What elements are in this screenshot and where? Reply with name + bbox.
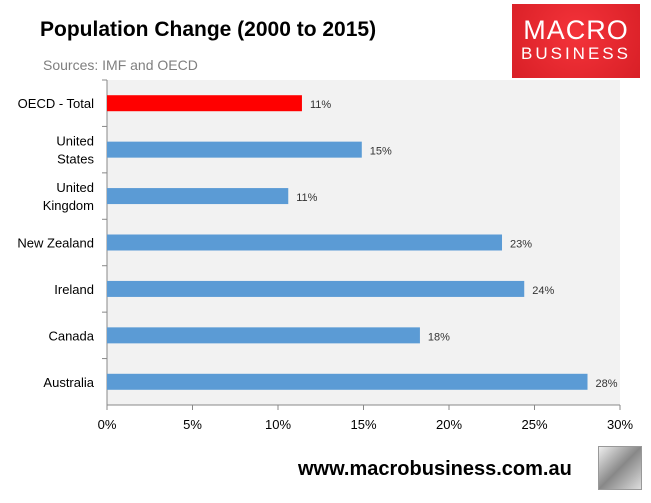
category-label: Canada [48, 328, 94, 343]
data-label: 11% [310, 99, 331, 111]
x-tick-label: 20% [436, 417, 462, 432]
data-label: 23% [510, 239, 532, 251]
category-label: Ireland [54, 282, 94, 297]
bar-australia [107, 373, 588, 390]
data-label: 24% [532, 285, 554, 297]
data-label: 28% [596, 378, 618, 390]
bar-united-states [107, 141, 362, 158]
category-label: United Kingdom [43, 180, 94, 213]
chart-title: Population Change (2000 to 2015) [40, 18, 377, 41]
bar-new-zealand [107, 234, 503, 251]
category-label: United States [56, 134, 94, 167]
bar-ireland [107, 280, 525, 297]
x-tick-label: 5% [183, 417, 202, 432]
bar-oecd---total [107, 95, 302, 112]
wolf-logo-icon [598, 446, 642, 490]
x-tick-label: 10% [265, 417, 291, 432]
data-label: 11% [296, 192, 317, 204]
category-label: New Zealand [17, 236, 94, 251]
category-label: OECD - Total [18, 96, 94, 111]
website-url: www.macrobusiness.com.au [298, 458, 572, 480]
logo-line1: MACRO [523, 15, 629, 45]
data-label: 15% [370, 146, 392, 158]
bar-canada [107, 327, 420, 344]
x-tick-label: 30% [607, 417, 633, 432]
x-tick-label: 15% [350, 417, 376, 432]
logo-line2: BUSINESS [521, 44, 631, 63]
macrobusiness-logo: MACRO BUSINESS [512, 4, 640, 78]
data-label: 18% [428, 331, 450, 343]
chart-subtitle: Sources: IMF and OECD [43, 57, 198, 73]
category-label: Australia [43, 375, 94, 390]
bar-united-kingdom [107, 188, 289, 205]
x-tick-label: 25% [521, 417, 547, 432]
x-tick-label: 0% [98, 417, 117, 432]
